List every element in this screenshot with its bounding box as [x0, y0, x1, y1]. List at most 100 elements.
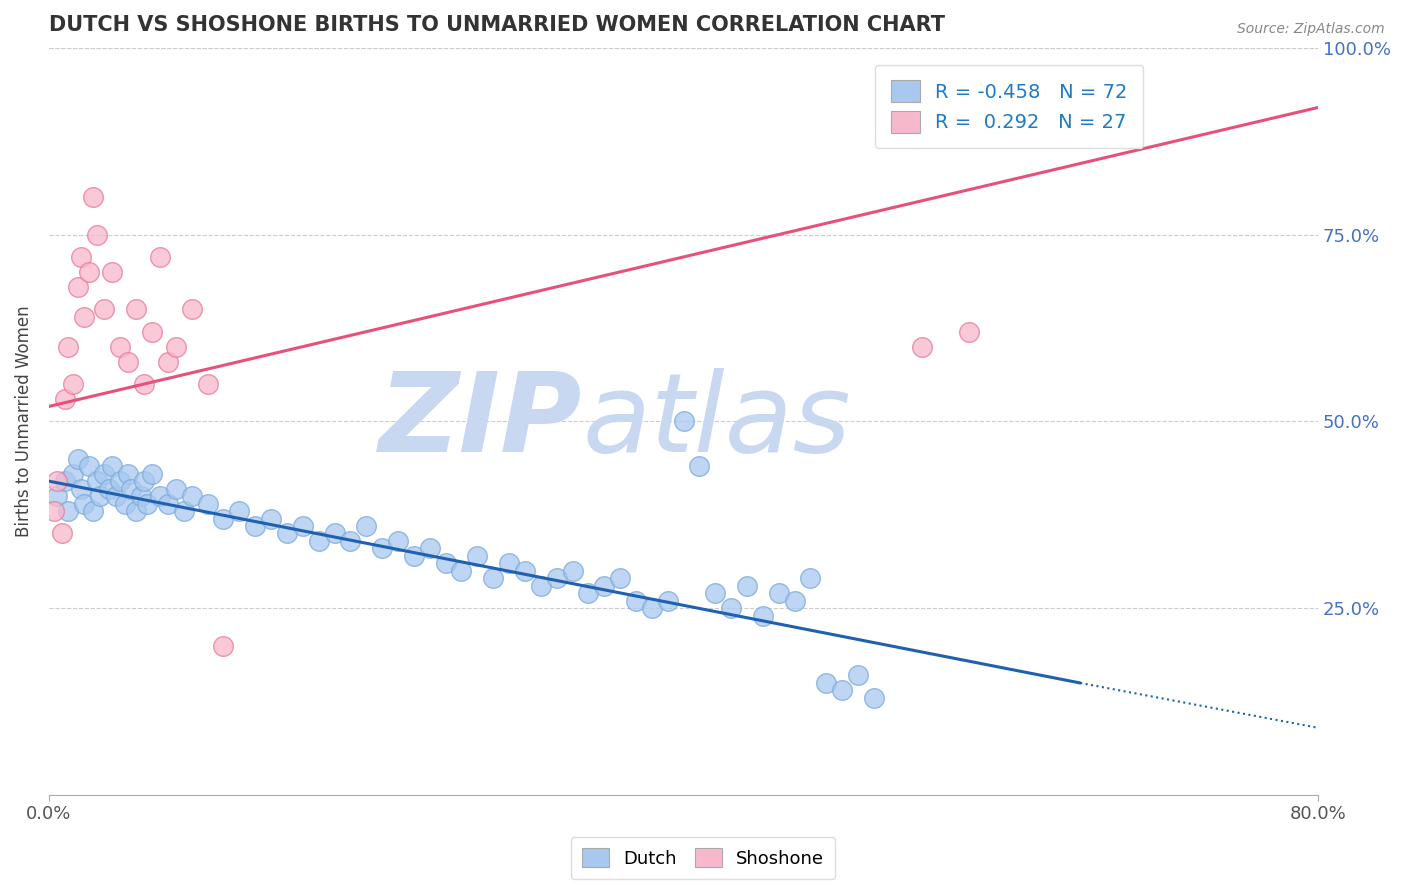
Point — [576, 586, 599, 600]
Point — [110, 474, 132, 488]
Point — [482, 571, 505, 585]
Point — [609, 571, 631, 585]
Point — [110, 340, 132, 354]
Point — [465, 549, 488, 563]
Point — [156, 497, 179, 511]
Point — [66, 280, 89, 294]
Point — [129, 489, 152, 503]
Point — [546, 571, 568, 585]
Point — [752, 608, 775, 623]
Point — [419, 541, 441, 556]
Point — [783, 593, 806, 607]
Point — [561, 564, 583, 578]
Point — [77, 459, 100, 474]
Point — [101, 265, 124, 279]
Point — [125, 504, 148, 518]
Point — [173, 504, 195, 518]
Point — [371, 541, 394, 556]
Point — [212, 511, 235, 525]
Point — [89, 489, 111, 503]
Point — [93, 467, 115, 481]
Legend: Dutch, Shoshone: Dutch, Shoshone — [571, 837, 835, 879]
Point — [180, 489, 202, 503]
Point — [530, 579, 553, 593]
Point — [45, 489, 67, 503]
Point — [69, 250, 91, 264]
Point — [73, 497, 96, 511]
Point — [62, 376, 84, 391]
Point — [308, 533, 330, 548]
Point — [156, 354, 179, 368]
Point — [121, 482, 143, 496]
Point — [117, 354, 139, 368]
Point — [339, 533, 361, 548]
Point — [45, 474, 67, 488]
Text: ZIP: ZIP — [378, 368, 582, 475]
Point — [56, 340, 79, 354]
Point — [593, 579, 616, 593]
Point — [73, 310, 96, 324]
Text: DUTCH VS SHOSHONE BIRTHS TO UNMARRIED WOMEN CORRELATION CHART: DUTCH VS SHOSHONE BIRTHS TO UNMARRIED WO… — [49, 15, 945, 35]
Point — [165, 340, 187, 354]
Point — [62, 467, 84, 481]
Point — [228, 504, 250, 518]
Point — [197, 497, 219, 511]
Point — [53, 474, 76, 488]
Point — [387, 533, 409, 548]
Point — [125, 302, 148, 317]
Point — [134, 474, 156, 488]
Point — [356, 519, 378, 533]
Point — [69, 482, 91, 496]
Legend: R = -0.458   N = 72, R =  0.292   N = 27: R = -0.458 N = 72, R = 0.292 N = 27 — [875, 65, 1143, 148]
Point — [657, 593, 679, 607]
Point — [141, 325, 163, 339]
Text: Source: ZipAtlas.com: Source: ZipAtlas.com — [1237, 22, 1385, 37]
Point — [245, 519, 267, 533]
Point — [768, 586, 790, 600]
Point — [104, 489, 127, 503]
Point — [260, 511, 283, 525]
Point — [51, 526, 73, 541]
Point — [498, 557, 520, 571]
Point — [688, 459, 710, 474]
Point — [180, 302, 202, 317]
Point — [197, 376, 219, 391]
Point — [77, 265, 100, 279]
Point — [450, 564, 472, 578]
Point — [704, 586, 727, 600]
Point — [641, 601, 664, 615]
Point — [56, 504, 79, 518]
Text: atlas: atlas — [582, 368, 851, 475]
Point — [66, 451, 89, 466]
Point — [846, 668, 869, 682]
Point — [815, 676, 838, 690]
Point — [114, 497, 136, 511]
Point — [276, 526, 298, 541]
Point — [735, 579, 758, 593]
Y-axis label: Births to Unmarried Women: Births to Unmarried Women — [15, 306, 32, 537]
Point — [136, 497, 159, 511]
Point — [624, 593, 647, 607]
Point — [720, 601, 742, 615]
Point — [134, 376, 156, 391]
Point — [910, 340, 932, 354]
Point — [672, 414, 695, 428]
Point — [291, 519, 314, 533]
Point — [86, 227, 108, 242]
Point — [42, 504, 65, 518]
Point — [402, 549, 425, 563]
Point — [831, 683, 853, 698]
Point — [82, 190, 104, 204]
Point — [86, 474, 108, 488]
Point — [98, 482, 121, 496]
Point — [957, 325, 980, 339]
Point — [149, 250, 172, 264]
Point — [117, 467, 139, 481]
Point — [165, 482, 187, 496]
Point — [434, 557, 457, 571]
Point — [93, 302, 115, 317]
Point — [53, 392, 76, 406]
Point — [101, 459, 124, 474]
Point — [323, 526, 346, 541]
Point — [513, 564, 536, 578]
